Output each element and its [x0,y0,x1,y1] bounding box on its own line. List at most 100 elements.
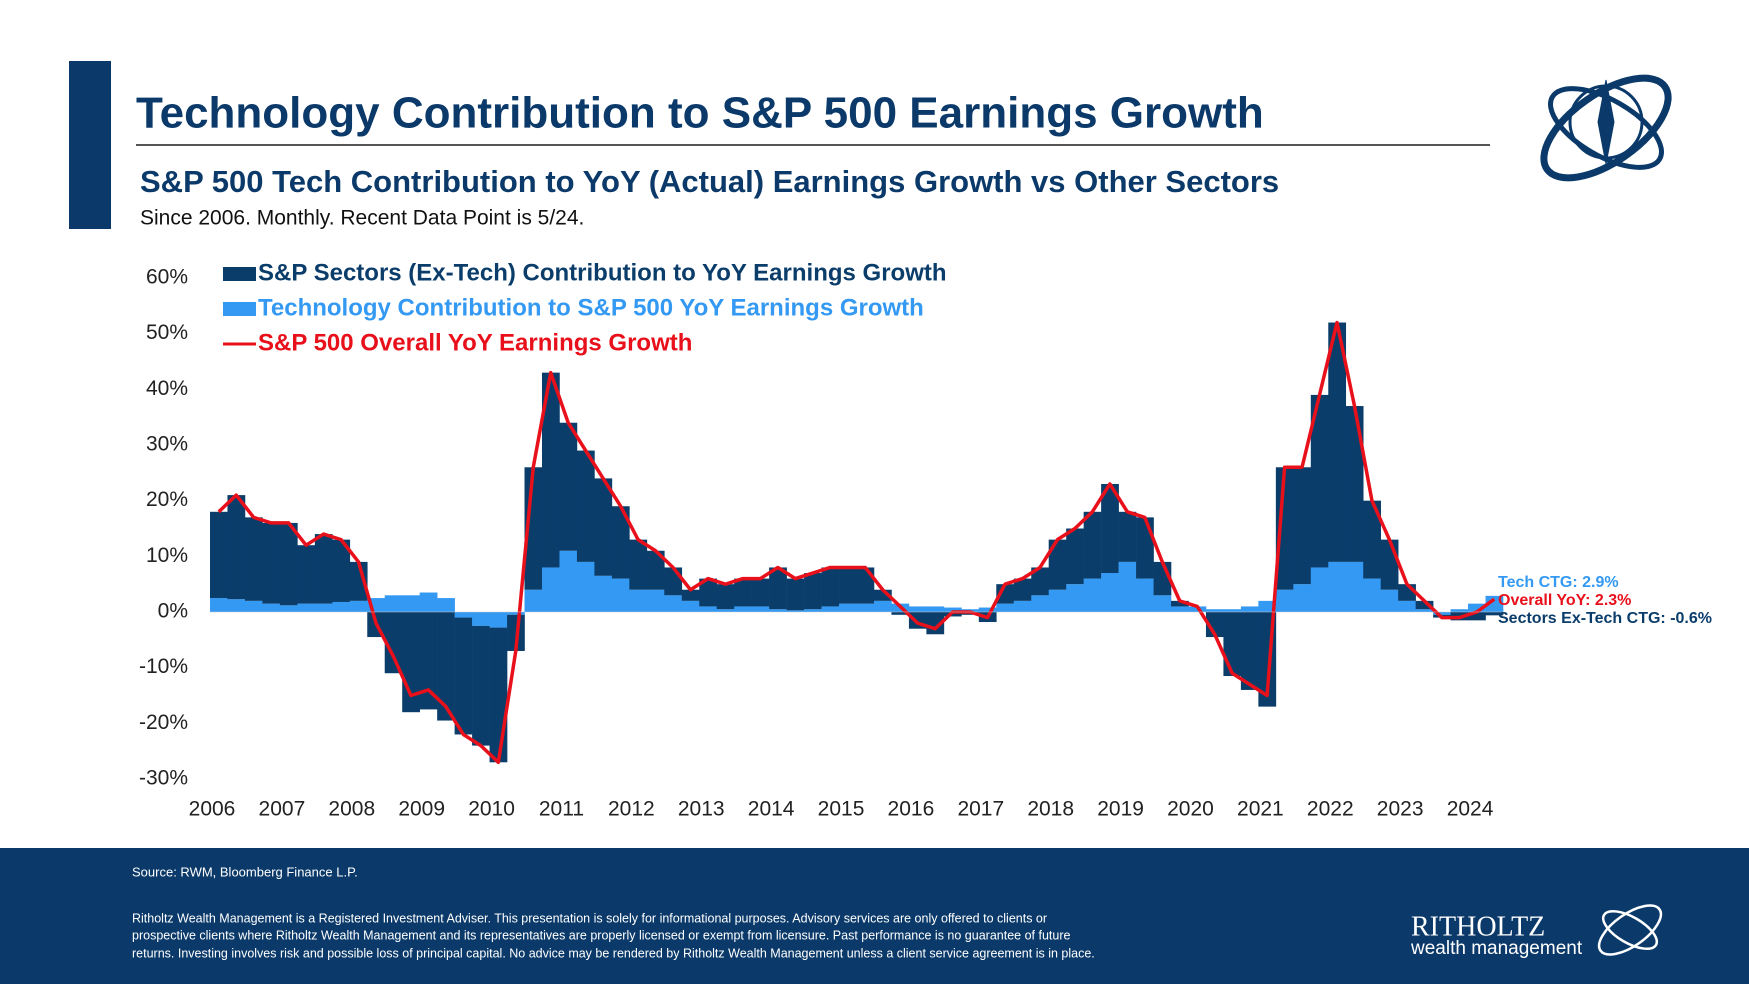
bar [1136,578,1154,612]
bar [1380,589,1399,612]
legend-label: S&P Sectors (Ex-Tech) Contribution to Yo… [258,259,947,286]
bar [1345,561,1364,612]
bar [943,607,962,612]
x-tick-label: 2018 [1027,798,1074,821]
legend-swatch [223,267,256,281]
bar [1275,467,1294,590]
bar [279,522,298,606]
bar [908,606,927,612]
subtitle: S&P 500 Tech Contribution to YoY (Actual… [140,164,1279,199]
chart-title: Technology Contribution to S&P 500 Earni… [136,89,1264,138]
y-tick-label: 0% [158,600,188,623]
bar [454,617,473,735]
bar [524,589,543,612]
bar [297,545,316,604]
bar [1450,609,1469,612]
bar [227,495,246,600]
bar [769,609,787,612]
bar [1328,322,1347,562]
bar [664,567,683,596]
note: Since 2006. Monthly. Recent Data Point i… [140,207,584,230]
legend-swatch [223,302,256,316]
line [217,320,1496,765]
x-tick-label: 2006 [189,798,236,821]
disclaimer: returns. Investing involves risk and pos… [132,946,1095,960]
bar [1066,584,1084,612]
bar [1398,600,1416,612]
bar [699,606,718,612]
bar [1468,612,1486,621]
bar [1240,606,1259,612]
bar [646,589,665,612]
bar [926,606,945,612]
bar [437,598,455,612]
bar [576,561,595,612]
bar [821,606,840,612]
bar [873,600,892,612]
legend-label: Technology Contribution to S&P 500 YoY E… [258,294,924,321]
bar [419,612,438,710]
source: Source: RWM, Bloomberg Finance L.P. [132,864,358,879]
bar [332,539,351,602]
bar [629,589,648,612]
bar [384,612,403,674]
bar [611,506,630,579]
x-tick-label: 2013 [678,798,725,821]
bar [210,598,228,612]
bar [279,605,298,612]
bar [1066,528,1084,585]
annotation: Tech CTG: 2.9% [1498,574,1619,591]
bar [856,603,875,612]
bar [716,584,735,610]
y-tick-label: -20% [139,711,188,734]
bar [559,550,578,612]
x-tick-label: 2021 [1237,798,1284,821]
x-tick-label: 2011 [539,798,584,821]
bar [664,595,683,612]
bar [349,600,368,612]
bar [716,609,735,612]
bar [611,578,630,612]
bar [891,612,910,615]
bar [1118,561,1137,612]
bar [1083,578,1102,612]
bar [227,599,246,612]
bar [751,578,770,607]
bar [1171,600,1189,607]
x-tick-label: 2008 [328,798,375,821]
bar [996,603,1015,612]
y-tick-label: 40% [146,377,188,400]
bar [402,595,420,612]
bar [804,609,822,612]
bar [629,539,648,590]
bar [297,603,316,612]
bar [1101,483,1119,574]
bar [1223,612,1242,677]
bar [978,607,997,612]
bar [1293,467,1312,585]
y-tick-label: 30% [146,433,188,456]
bar [1031,567,1050,596]
bar [1013,578,1032,601]
bar [472,612,490,626]
bar [489,612,508,628]
bar [1433,612,1451,615]
bar [1345,406,1364,562]
bar [1083,511,1102,579]
logo-name: RITHOLTZ [1411,911,1545,942]
footer-logo [1597,904,1663,956]
x-tick-label: 2009 [398,798,445,821]
bar [244,517,263,601]
bar [559,422,578,551]
bar [1363,500,1381,579]
top-logo [1540,74,1672,182]
bar [804,573,822,610]
bar [1485,595,1504,612]
bar [1048,589,1067,612]
bar [576,450,595,562]
bar [734,606,752,612]
bar [419,592,438,612]
bar [1363,578,1381,612]
bar [1415,609,1434,612]
bar [1240,612,1259,690]
